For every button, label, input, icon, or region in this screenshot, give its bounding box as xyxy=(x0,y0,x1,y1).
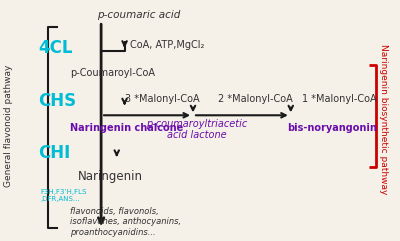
Text: 1 *Malonyl-CoA: 1 *Malonyl-CoA xyxy=(302,94,377,104)
Text: General flavonoid pathway: General flavonoid pathway xyxy=(4,65,13,187)
Text: CHS: CHS xyxy=(38,92,77,110)
Text: 4CL: 4CL xyxy=(38,39,73,57)
Text: p-coumaric acid: p-coumaric acid xyxy=(96,10,180,20)
Text: Naringenin: Naringenin xyxy=(78,170,143,183)
Text: flavonoids, flavonols,
isoflavones, anthocyanins,
proanthocyanidins...: flavonoids, flavonols, isoflavones, anth… xyxy=(70,207,181,237)
Text: bis-noryangonin: bis-noryangonin xyxy=(287,123,377,133)
Text: CoA, ATP,MgCl₂: CoA, ATP,MgCl₂ xyxy=(130,40,205,50)
Text: p-Coumaroyl-CoA: p-Coumaroyl-CoA xyxy=(70,68,155,78)
Text: F3H,F3’H,FLS
,DFR,ANS...: F3H,F3’H,FLS ,DFR,ANS... xyxy=(40,189,87,202)
Text: p-coumaroyltriacetic
acid lactone: p-coumaroyltriacetic acid lactone xyxy=(146,119,248,140)
Text: Naringenin biosynthetic pathway: Naringenin biosynthetic pathway xyxy=(379,44,388,194)
Text: 2 *Malonyl-CoA: 2 *Malonyl-CoA xyxy=(218,94,293,104)
Text: CHI: CHI xyxy=(38,144,71,162)
Text: Naringenin chalcone: Naringenin chalcone xyxy=(70,123,183,133)
Text: 3 *Malonyl-CoA: 3 *Malonyl-CoA xyxy=(124,94,199,104)
